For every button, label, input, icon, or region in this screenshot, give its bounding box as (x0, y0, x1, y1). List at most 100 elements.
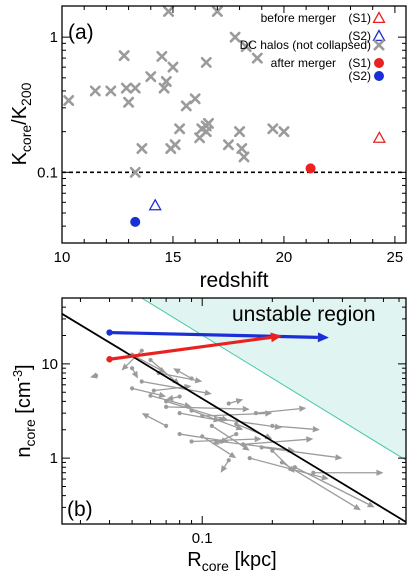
series-0-point-33 (251, 52, 263, 64)
gray-arrow-23-shaft (281, 461, 356, 508)
series-0-point-19-stroke-b (189, 93, 201, 105)
gray-arrow-5-shaft (141, 380, 206, 394)
gray-arrow-28-head (166, 394, 174, 402)
series-0-point-2 (105, 85, 117, 97)
red-arrow-head (270, 332, 282, 343)
gray-arrow-10-start (189, 408, 194, 413)
gray-arrow-16-shaft (191, 438, 255, 443)
blue-arrow-shaft (109, 330, 318, 339)
legend-tag-4: (S2) (348, 69, 371, 83)
panel-a-tick-marks (61, 6, 406, 243)
panel-a: (a) 10 15 20 25 0.11 redshift Kcore/K200 (S… (9, 5, 407, 292)
series-0-point-34 (267, 123, 279, 135)
blue-arrow-head (317, 332, 329, 343)
gray-arrow-31-start (189, 376, 194, 381)
gray-arrow-34-shaft (255, 408, 300, 414)
a-xtick-label-2: 20 (276, 249, 293, 266)
gray-arrow-32 (90, 372, 99, 379)
gray-arrow-30 (130, 366, 138, 379)
series-0-point-18-stroke-b (180, 100, 192, 112)
legend-tag-0: (S1) (348, 11, 371, 25)
gray-arrow-18-shaft (220, 440, 289, 451)
gray-arrow-17 (200, 434, 237, 459)
gray-arrow-26 (220, 458, 231, 473)
gray-arrow-4-start (130, 386, 135, 391)
panel-b-label: (b) (67, 498, 93, 521)
series-0-point-30-stroke-b (236, 143, 248, 155)
gray-arrow-16-start (189, 439, 194, 444)
gray-arrow-4 (130, 386, 167, 398)
gray-arrow-25-head (376, 469, 384, 476)
series-2-point-0 (148, 198, 162, 211)
gray-arrow-14-start (209, 423, 214, 428)
gray-arrow-27 (141, 413, 169, 428)
series-0-point-27-stroke-b (222, 139, 234, 151)
gray-arrow-34 (253, 405, 307, 416)
gray-arrow-29-start (151, 388, 156, 393)
a-xtick-label-1: 15 (165, 249, 182, 266)
gray-arrow-31-shaft (178, 371, 192, 380)
gray-arrow-33-start (226, 401, 231, 406)
gray-arrow-20 (259, 445, 343, 461)
gray-arrow-10-head (235, 424, 244, 431)
gray-arrow-24-head (366, 501, 375, 508)
gray-arrow-30-head (131, 370, 138, 379)
gray-arrow-36 (211, 431, 239, 445)
gray-arrow-5-start (139, 379, 144, 384)
series-0-point-15 (167, 61, 179, 73)
series-0-point-9-stroke-b (145, 71, 157, 83)
gray-arrow-24-start (292, 465, 297, 470)
gray-arrow-13-start (234, 421, 239, 427)
gray-arrow-1-start (139, 348, 144, 353)
gray-arrow-6-head (183, 401, 192, 409)
unstable-region-label: unstable region (232, 303, 376, 326)
gray-arrow-24-shaft (294, 466, 369, 505)
gray-arrow-28-start (177, 394, 182, 399)
series-0-point-1 (89, 85, 101, 97)
gray-arrow-12-start (218, 416, 223, 422)
gray-arrow-8-shaft (166, 406, 243, 410)
fit-line (62, 313, 406, 523)
gray-arrow-36-shaft (218, 433, 237, 443)
panel-a-plot-area (62, 6, 406, 227)
gray-arrow-23 (279, 460, 361, 511)
series-0-point-11-stroke-b (158, 82, 170, 94)
series-0-point-2-stroke-b (105, 85, 117, 97)
red-arrow-shaft (109, 335, 272, 361)
gray-arrow-4-head (158, 391, 167, 398)
series-0-point-32 (240, 41, 252, 53)
series-0-point-0 (63, 94, 75, 106)
gray-arrow-20-head (335, 454, 343, 461)
series-0-point-27 (222, 139, 234, 151)
series-0-point-17-stroke-b (174, 123, 186, 135)
b-ytick-label-0: 1 (50, 450, 58, 467)
series-0-point-25 (202, 117, 214, 129)
gray-arrow-33-head (235, 398, 244, 405)
legend-tag-1: (S2) (348, 29, 371, 43)
series-0-point-6-stroke-b (129, 82, 141, 94)
gray-arrow-0-shaft (131, 354, 161, 371)
series-0-point-8 (136, 143, 148, 155)
series-0-point-3-stroke-b (118, 50, 130, 62)
a-xtick-label-3: 25 (387, 249, 404, 266)
gray-arrow-22 (247, 456, 329, 481)
gray-arrow-1-head (121, 363, 129, 371)
gray-arrow-28 (166, 394, 182, 402)
gray-arrow-3-shaft (158, 372, 196, 381)
panel-b-y-axis-label: ncore [cm-3] (10, 364, 38, 457)
gray-arrow-5 (139, 379, 212, 396)
series-0-point-7 (129, 166, 141, 178)
series-0-point-13 (163, 6, 175, 17)
panel-a-y-tick-labels: 0.11 (37, 29, 58, 181)
legend-marker-4 (374, 71, 384, 81)
gray-arrow-25-start (311, 470, 316, 475)
gray-arrow-22-head (321, 474, 329, 481)
gray-arrow-17-shaft (201, 435, 231, 455)
blue-arrow (106, 329, 329, 343)
series-0-point-23-stroke-b (200, 126, 212, 138)
panel-a-x-tick-labels: 10 15 20 25 (54, 249, 404, 266)
series-0-point-5 (123, 96, 135, 108)
panel-b: unstable region (b) 0.1 110 Rcore [kpc] … (10, 297, 407, 574)
gray-arrow-34-start (253, 411, 258, 416)
gray-arrow-11-start (200, 413, 205, 419)
